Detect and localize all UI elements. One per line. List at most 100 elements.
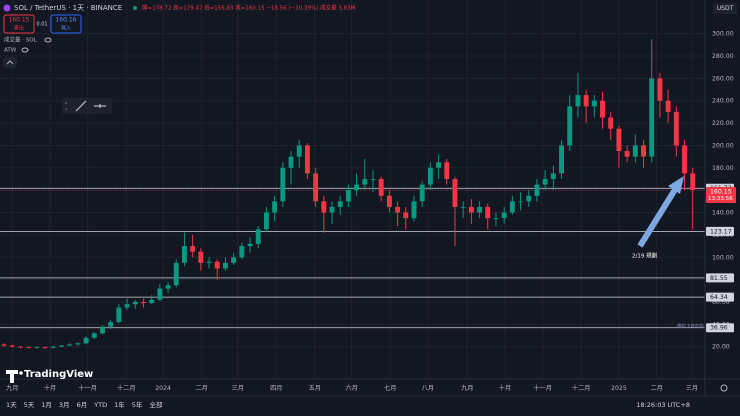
candle-body	[386, 195, 392, 207]
level-label: 81.55	[710, 275, 728, 282]
y-tick-label: 180.00	[712, 165, 734, 172]
candle-body	[263, 212, 269, 230]
y-tick-label: 300.00	[712, 31, 734, 38]
candle-body	[1, 344, 7, 346]
x-tick-label: 十二月	[117, 384, 136, 392]
candle-body	[91, 333, 97, 338]
buy-button[interactable]	[50, 14, 82, 34]
x-tick-label: 九月	[6, 384, 18, 392]
collapse-button[interactable]	[3, 57, 17, 68]
x-tick-label: 十二月	[572, 384, 591, 392]
range-button[interactable]: YTD	[93, 401, 107, 409]
grid	[0, 0, 705, 379]
range-button[interactable]: 6月	[77, 401, 88, 409]
sell-label: 賣出	[14, 25, 24, 32]
candle-body	[632, 145, 638, 157]
drag-handle	[65, 108, 67, 110]
brand: TradingView	[24, 369, 93, 380]
range-button[interactable]: 5天	[24, 401, 35, 409]
arrow-head	[668, 176, 684, 194]
price-axis: 20.0040.0060.0080.00100.00120.00140.0016…	[706, 31, 736, 351]
volume-indicator[interactable]: 成交量 · SOL	[4, 36, 38, 44]
candle-body	[550, 173, 556, 179]
candle-body	[26, 347, 32, 349]
candle-body	[395, 206, 401, 213]
range-button[interactable]: 5年	[132, 400, 143, 409]
candle-body	[9, 345, 15, 347]
settings-icon[interactable]	[720, 384, 728, 392]
candle-body	[362, 178, 368, 185]
x-tick-label: 2025	[611, 385, 627, 392]
candle-body	[206, 261, 212, 263]
trendline-tool[interactable]	[75, 100, 87, 112]
candle-body	[59, 345, 64, 347]
x-tick-label: 四月	[270, 385, 282, 392]
candle-body	[624, 151, 630, 157]
y-tick-label: 20.00	[712, 344, 730, 351]
y-tick-label: 280.00	[712, 53, 734, 60]
candle-body	[304, 145, 310, 174]
x-tick-label: 三月	[232, 385, 244, 392]
candle-body	[116, 307, 122, 323]
annotation: 優點下跌的點	[677, 323, 704, 330]
candle-body	[370, 178, 376, 180]
candle-body	[67, 344, 73, 346]
sell-button[interactable]	[3, 14, 35, 34]
eye-icon[interactable]	[44, 37, 52, 43]
y-tick-label: 60.00	[712, 299, 730, 306]
x-tick-label: 五月	[309, 385, 321, 392]
candle-body	[641, 145, 646, 157]
drawing-toolbar	[62, 98, 112, 114]
range-button[interactable]: 1天	[6, 401, 17, 409]
candle-body	[296, 145, 302, 157]
candle-body	[460, 206, 466, 208]
candle-body	[657, 78, 663, 101]
collapse-icon	[6, 60, 14, 65]
candle-body	[313, 173, 319, 202]
brand-logo	[6, 370, 18, 383]
candle-body	[575, 95, 581, 107]
candle-body	[181, 246, 187, 263]
candle-body	[280, 167, 286, 202]
candle-body	[132, 301, 138, 305]
symbol[interactable]: SOL / TetherUS · 1天 · BINANCE	[14, 4, 122, 12]
range-button[interactable]: 3月	[59, 401, 70, 409]
x-tick-label: 十月	[44, 384, 56, 392]
candle-body	[222, 262, 228, 269]
range-button[interactable]: 1月	[41, 401, 52, 409]
candle-body	[108, 322, 114, 327]
candle-body	[329, 206, 335, 213]
x-tick-label: 八月	[422, 385, 434, 392]
candles	[1, 39, 696, 349]
candle-body	[468, 206, 474, 213]
candle-body	[509, 201, 515, 213]
x-tick-label: 二月	[650, 385, 662, 392]
x-tick-label: 十一月	[533, 384, 552, 392]
level-label: 64.34	[710, 294, 728, 301]
symbol-icon	[3, 4, 11, 12]
candle-body	[198, 251, 204, 263]
candle-body	[600, 100, 605, 118]
y-tick-label: 140.00	[712, 210, 734, 217]
last-price-tag	[706, 187, 736, 204]
candle-body	[485, 206, 491, 219]
candle-body	[354, 184, 360, 191]
candle-body	[673, 111, 679, 146]
eye-icon[interactable]	[21, 47, 29, 53]
candle-body	[149, 299, 155, 304]
currency-box[interactable]	[713, 3, 737, 14]
candle-body	[518, 201, 524, 203]
candle-body	[50, 346, 56, 348]
range-button[interactable]: 1年	[114, 400, 125, 409]
candle-body	[534, 184, 540, 196]
candle-body	[157, 288, 163, 300]
candle-body	[272, 201, 278, 213]
candle-body	[608, 117, 614, 129]
hline-tool[interactable]	[94, 104, 106, 108]
brand-logo	[19, 371, 23, 375]
indicator[interactable]: ATW	[4, 48, 17, 54]
candle-body	[173, 262, 179, 286]
range-button[interactable]: 全部	[149, 400, 163, 409]
candle-body	[124, 304, 130, 308]
